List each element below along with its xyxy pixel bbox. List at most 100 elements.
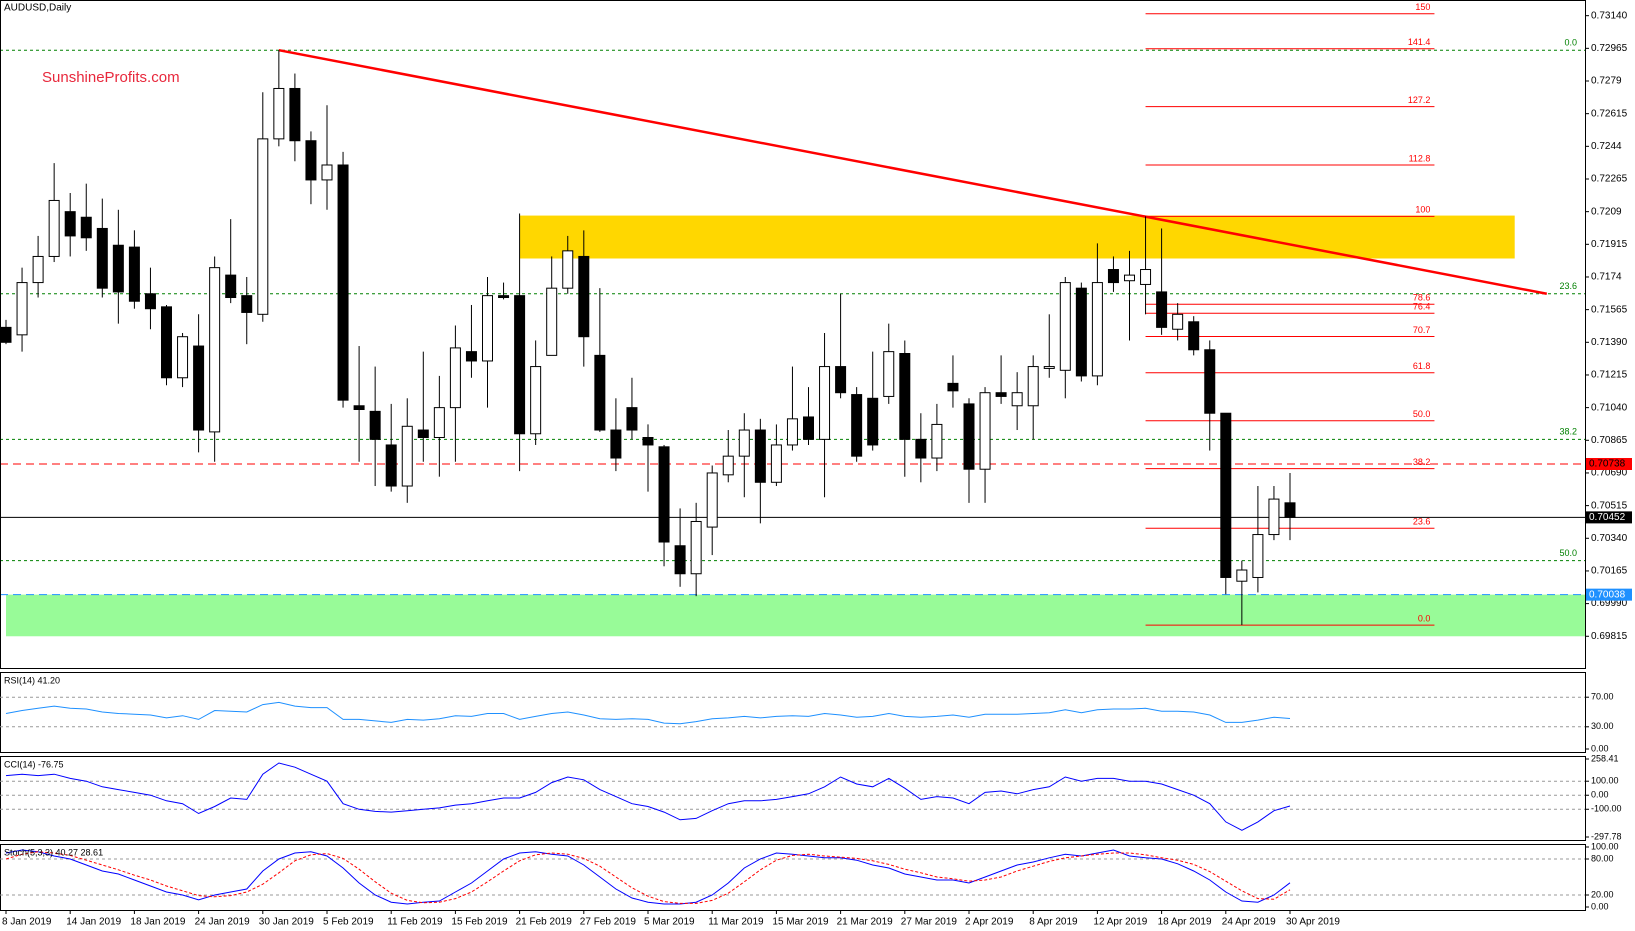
x-tick-label: 8 Apr 2019 <box>1029 917 1078 928</box>
candle-body <box>674 545 686 575</box>
fib-label: 0.0 <box>1564 38 1577 48</box>
price-tag <box>1586 457 1632 470</box>
candle-body <box>289 87 301 142</box>
candle-body <box>144 293 156 310</box>
candle-body <box>482 295 493 362</box>
candle-body <box>193 345 205 431</box>
candle-body <box>401 425 413 487</box>
candle-body <box>305 140 317 181</box>
x-tick-label: 27 Mar 2019 <box>901 917 958 928</box>
candle-body <box>899 353 911 440</box>
candle-body <box>594 354 606 431</box>
y-tick-label: 0.71215 <box>1591 370 1628 381</box>
candle-body <box>369 410 381 440</box>
candle-body <box>770 444 782 483</box>
fib-label: 0.0 <box>1418 613 1431 623</box>
fib-label: 50.0 <box>1559 548 1577 558</box>
candle-body <box>1124 274 1135 282</box>
candle-body <box>1172 313 1184 330</box>
candle-body <box>433 407 445 438</box>
fib-label: 78.6 <box>1413 293 1431 303</box>
y-tick-label: 20.00 <box>1591 889 1614 899</box>
y-tick-label: 0.72265 <box>1591 174 1628 185</box>
candle-body <box>530 366 542 435</box>
y-tick-label: 0.73140 <box>1591 10 1628 21</box>
candle-body <box>321 164 333 181</box>
candle-body <box>64 211 76 237</box>
candle-body <box>498 295 510 299</box>
candle-body <box>16 282 28 336</box>
candle-body <box>754 429 766 483</box>
candle-body <box>658 446 670 543</box>
y-tick-label: 0.7244 <box>1591 141 1622 152</box>
price-tag <box>1586 511 1632 524</box>
indicator-title: CCI(14) -76.75 <box>4 759 64 769</box>
fib-label: 76.4 <box>1413 302 1431 312</box>
candle-body <box>1156 291 1168 328</box>
y-tick-label: 30.00 <box>1591 721 1614 731</box>
candle-body <box>48 199 60 257</box>
indicator-panel <box>0 844 1586 911</box>
candle-body <box>1252 534 1264 578</box>
y-tick-label: 0.7209 <box>1591 206 1622 217</box>
candle-body <box>947 382 959 392</box>
candle-body <box>915 438 927 459</box>
y-tick-label: 80.00 <box>1591 853 1614 863</box>
y-tick-label: 100.00 <box>1591 776 1619 786</box>
indicator-panel <box>0 756 1586 841</box>
x-tick-label: 8 Jan 2019 <box>2 917 52 928</box>
zone <box>6 594 1585 637</box>
chart-title: AUDUSD,Daily <box>4 3 71 14</box>
candle-body <box>1140 269 1152 285</box>
fib-label: 141.4 <box>1408 37 1431 47</box>
price-plot: 0.0 23.6 38.2 50.0 150 141.4 127.2 112.8 100 78.6… <box>0 2 1585 637</box>
candle-body <box>112 244 124 293</box>
fib-label: 50.0 <box>1413 409 1431 419</box>
y-tick-label: -100.00 <box>1591 804 1622 814</box>
y-tick-label: -297.78 <box>1591 831 1622 841</box>
y-tick-label: 0.00 <box>1591 901 1609 911</box>
x-tick-label: 11 Mar 2019 <box>708 917 764 928</box>
candle-body <box>353 405 365 410</box>
candle-body <box>690 520 702 575</box>
candle-body <box>257 138 269 315</box>
indicator-title: Stoch(5,3,3) 40.27 28.61 <box>4 847 103 857</box>
indicator-panel <box>0 672 1586 753</box>
y-tick-label: 0.69815 <box>1591 631 1628 642</box>
watermark: SunshineProfits.com <box>42 69 180 86</box>
candle-body <box>385 444 397 487</box>
candle-body <box>706 472 718 528</box>
candle-body <box>1188 321 1200 351</box>
candle-body <box>0 326 12 343</box>
y-tick-label: 100.00 <box>1591 841 1619 851</box>
y-tick-label: 258.41 <box>1591 753 1619 763</box>
y-tick-label: 0.69990 <box>1591 598 1628 609</box>
y-tick-label: 0.71390 <box>1591 337 1628 348</box>
y-tick-label: 0.70340 <box>1591 533 1628 544</box>
candle-body <box>1011 392 1023 407</box>
fib-label: 150 <box>1415 2 1430 12</box>
candle-body <box>161 306 172 379</box>
fib-label: 100 <box>1415 205 1430 215</box>
y-tick-label: 0.72965 <box>1591 43 1628 54</box>
indicator-line <box>5 849 1291 905</box>
candle-body <box>578 255 590 338</box>
fib-label: 38.2 <box>1413 457 1431 467</box>
y-tick-label: 0.72615 <box>1591 108 1628 119</box>
candle-body <box>642 436 654 446</box>
x-tick-label: 21 Feb 2019 <box>516 917 573 928</box>
candle-body <box>96 227 108 289</box>
fib-label: 70.7 <box>1413 325 1431 335</box>
candle-body <box>225 274 237 299</box>
candle-body <box>32 255 44 284</box>
candle-body <box>738 429 750 457</box>
candle-body <box>241 295 253 313</box>
candle-body <box>209 267 221 433</box>
x-tick-label: 27 Feb 2019 <box>580 917 637 928</box>
candle-body <box>1075 287 1087 377</box>
candle-body <box>722 455 734 476</box>
candle-body <box>273 87 285 140</box>
candle-body <box>610 429 622 459</box>
